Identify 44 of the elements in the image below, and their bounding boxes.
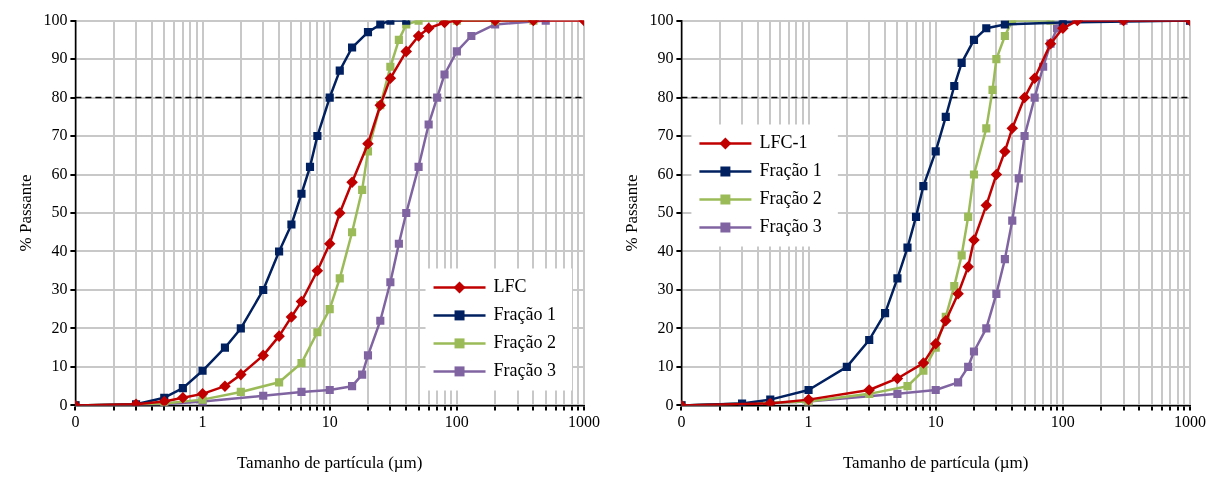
x-tick-label: 100 (444, 413, 469, 431)
x-axis-title: Tamanho de partícula (µm) (236, 453, 423, 473)
legend-label: Fração 1 (493, 304, 557, 325)
y-tick-label: 50 (51, 203, 68, 221)
y-tick-label: 40 (657, 241, 674, 259)
x-tick-label: 1 (198, 413, 207, 431)
y-tick-label: 90 (51, 49, 68, 67)
y-tick-label: 100 (649, 10, 674, 28)
x-axis-title: Tamanho de partícula (µm) (842, 453, 1029, 473)
y-tick-label: 100 (43, 10, 68, 28)
y-tick-label: 30 (657, 280, 674, 298)
y-tick-label: 60 (657, 164, 674, 182)
y-tick-label: 90 (657, 49, 674, 67)
x-tick-label: 0 (71, 413, 80, 431)
legend-label: Fração 2 (493, 332, 557, 353)
y-tick-label: 70 (657, 126, 674, 144)
y-tick-label: 50 (657, 203, 674, 221)
x-tick-label: 10 (321, 413, 338, 431)
y-tick-label: 0 (665, 395, 674, 413)
y-tick-label: 60 (51, 164, 68, 182)
y-axis-title: % Passante (621, 174, 641, 252)
legend-label: Fração 1 (759, 160, 822, 181)
x-tick-label: 10 (927, 413, 944, 431)
legend-label: Fração 3 (493, 360, 557, 381)
y-tick-label: 20 (51, 318, 68, 336)
x-tick-label: 1000 (1174, 413, 1206, 431)
legend-label: Fração 2 (759, 188, 822, 209)
legend-label: LFC (493, 276, 527, 297)
y-axis-title: % Passante (15, 174, 35, 252)
y-tick-label: 10 (51, 357, 68, 375)
y-tick-label: 20 (657, 318, 674, 336)
legend-label: LFC-1 (759, 132, 808, 153)
y-tick-label: 80 (51, 87, 68, 105)
x-tick-label: 0 (677, 413, 686, 431)
x-tick-label: 1 (804, 413, 813, 431)
y-tick-label: 40 (51, 241, 68, 259)
y-tick-label: 0 (59, 395, 68, 413)
x-tick-label: 1000 (568, 413, 600, 431)
y-tick-label: 10 (657, 357, 674, 375)
legend-label: Fração 3 (759, 216, 822, 237)
y-tick-label: 30 (51, 280, 68, 298)
x-tick-label: 100 (1050, 413, 1075, 431)
y-tick-label: 80 (657, 87, 674, 105)
y-tick-label: 70 (51, 126, 68, 144)
